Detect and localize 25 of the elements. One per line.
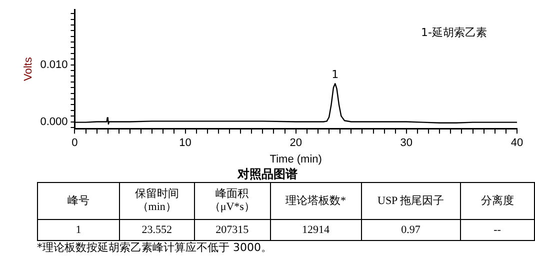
y-axis-title: Volts (22, 56, 35, 82)
text: 分离度 (460, 182, 534, 220)
text: 理论塔板数* (270, 182, 362, 220)
text: -- (460, 220, 534, 240)
annotation: 1-延胡索乙素 (421, 26, 487, 39)
text: 保留时间（min） (119, 182, 194, 220)
text: 207315 (194, 220, 270, 240)
x-axis-title: Time (min) (270, 153, 322, 166)
text: *理论板数按延胡索乙素峰计算应不低于 3000。 (37, 241, 273, 255)
x-tick-label: 10 (179, 137, 192, 150)
y-tick-label: 0.000 (40, 116, 68, 128)
x-tick-label: 30 (400, 137, 413, 150)
text: USP 拖尾因子 (361, 182, 460, 220)
x-tick-label: 0 (72, 137, 78, 150)
x-tick-label: 40 (510, 137, 524, 150)
text: 对照品图谱 (236, 166, 298, 182)
text: 23.552 (119, 220, 194, 240)
text: 峰号 (38, 182, 120, 220)
x-tick-label: 20 (290, 137, 302, 150)
text: 峰面积（μV*s） (194, 182, 270, 220)
text: 1 (38, 220, 120, 240)
text: 0.97 (361, 220, 460, 240)
text: 12914 (270, 220, 362, 240)
annotation: 1 (332, 68, 339, 81)
y-tick-label: 0.010 (40, 58, 68, 71)
